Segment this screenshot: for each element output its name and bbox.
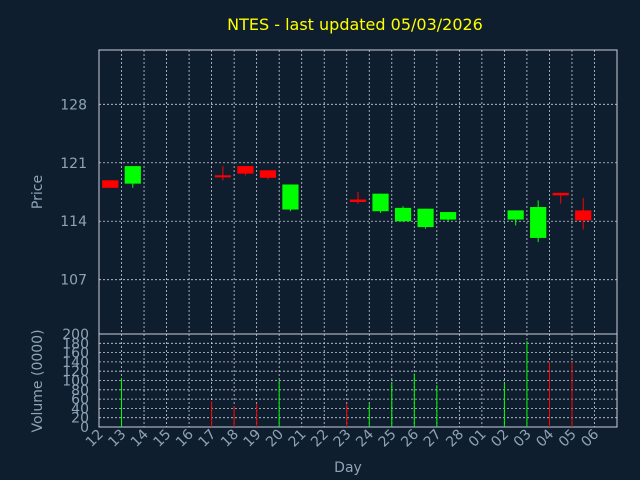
x-tick-label: 26 [398,426,422,450]
x-tick-label: 23 [331,427,355,451]
chart-title: NTES - last updated 05/03/2026 [227,15,483,34]
price-tick-label: 107 [60,273,87,289]
x-tick-label: 04 [533,426,557,450]
volume-tick-label: 60 [71,392,89,408]
candle-body [349,199,367,203]
x-tick-label: 20 [263,427,287,451]
price-tick-label: 128 [60,97,87,113]
x-tick-label: 03 [511,427,535,451]
x-axis-label: Day [334,460,362,476]
x-tick-label: 13 [105,427,129,451]
x-tick-label: 14 [128,426,152,450]
x-tick-label: 27 [421,427,445,451]
candle-body [124,166,141,184]
x-tick-label: 05 [556,427,580,451]
price-tick-label: 121 [60,156,87,172]
candle-body [417,208,434,228]
volume-tick-label: 160 [62,346,89,362]
x-tick-label: 06 [578,426,602,450]
candle-body [439,212,457,220]
volume-tick-label: 100 [62,374,89,390]
x-tick-label: 25 [376,427,400,451]
volume-tick-label: 140 [62,355,89,371]
x-tick-label: 01 [466,427,490,451]
volume-tick-label: 180 [62,336,89,352]
volume-tick-label: 80 [71,383,89,399]
x-tick-label: 17 [196,427,220,451]
candle-body [394,207,412,222]
volume-panel-frame [98,333,618,428]
price-axis-label: Price [30,175,46,209]
candle-body [575,210,592,221]
candle-body [102,180,119,188]
x-tick-label: 28 [443,427,467,451]
x-tick-label: 19 [241,427,265,451]
volume-tick-label: 120 [62,364,89,380]
candle-body [282,184,299,210]
volume-tick-label: 20 [71,411,89,427]
x-axis: 1213141516171819202122232425262728010203… [83,426,602,451]
volume-tick-label: 200 [62,327,89,343]
volume-tick-label: 0 [80,420,89,436]
x-tick-label: 24 [353,426,377,450]
candle-body [552,192,569,196]
candle-body [237,166,254,174]
price-panel: 107 114 121 128 [60,49,618,335]
x-tick-label: 22 [308,427,332,451]
x-tick-label: 15 [150,427,174,451]
volume-tick-label: 40 [71,401,89,417]
candle-body [507,210,524,220]
candle-body [259,170,277,178]
x-tick-label: 02 [488,427,512,451]
x-tick-label: 18 [218,427,242,451]
candle-body [214,175,231,178]
candle-body [372,193,389,212]
x-tick-label: 16 [173,426,197,450]
x-tick-label: 21 [286,427,310,451]
candle-body [530,207,547,238]
volume-axis-label: Volume (0000) [30,329,46,432]
price-tick-label: 114 [60,214,87,230]
